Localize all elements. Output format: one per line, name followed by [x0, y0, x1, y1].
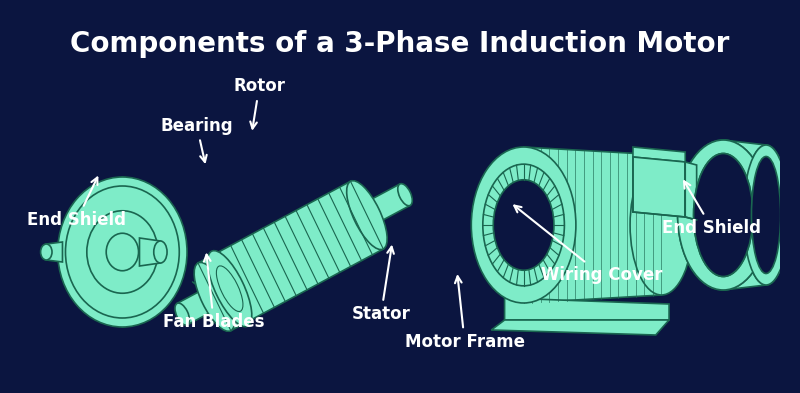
Polygon shape: [177, 286, 219, 325]
Ellipse shape: [154, 241, 167, 263]
Polygon shape: [190, 298, 209, 310]
Ellipse shape: [87, 211, 158, 293]
Polygon shape: [122, 177, 139, 327]
Ellipse shape: [743, 145, 789, 285]
Ellipse shape: [207, 251, 252, 327]
Ellipse shape: [751, 156, 781, 274]
Ellipse shape: [41, 244, 52, 260]
Ellipse shape: [678, 140, 769, 290]
Polygon shape: [524, 147, 662, 303]
Text: Components of a 3-Phase Induction Motor: Components of a 3-Phase Induction Motor: [70, 30, 730, 58]
Ellipse shape: [471, 147, 576, 303]
Text: Bearing: Bearing: [161, 117, 233, 162]
Text: Rotor: Rotor: [234, 77, 286, 129]
Ellipse shape: [175, 303, 190, 325]
Ellipse shape: [694, 154, 753, 277]
Polygon shape: [505, 298, 669, 320]
Polygon shape: [212, 304, 216, 325]
Polygon shape: [362, 184, 410, 226]
Text: Stator: Stator: [351, 247, 410, 323]
Ellipse shape: [346, 181, 387, 250]
Polygon shape: [46, 242, 62, 262]
Ellipse shape: [216, 266, 243, 312]
Text: End Shield: End Shield: [27, 178, 126, 229]
Ellipse shape: [483, 164, 564, 286]
Ellipse shape: [398, 184, 412, 206]
Text: End Shield: End Shield: [662, 181, 762, 237]
Polygon shape: [723, 154, 766, 277]
Polygon shape: [633, 147, 686, 162]
Text: Motor Frame: Motor Frame: [405, 276, 525, 351]
Polygon shape: [213, 269, 217, 289]
Ellipse shape: [743, 145, 789, 285]
Polygon shape: [633, 157, 686, 217]
Polygon shape: [192, 282, 210, 295]
Ellipse shape: [194, 263, 234, 331]
Polygon shape: [139, 238, 161, 266]
Ellipse shape: [678, 140, 769, 290]
Ellipse shape: [630, 155, 693, 295]
Ellipse shape: [494, 180, 554, 270]
Ellipse shape: [66, 186, 179, 318]
Ellipse shape: [106, 233, 138, 271]
Ellipse shape: [751, 156, 781, 274]
Polygon shape: [198, 181, 383, 331]
Polygon shape: [686, 162, 697, 220]
Polygon shape: [220, 284, 238, 296]
Ellipse shape: [694, 154, 753, 277]
Text: Wiring Cover: Wiring Cover: [514, 206, 662, 284]
Ellipse shape: [58, 177, 187, 327]
Polygon shape: [219, 299, 237, 312]
Polygon shape: [491, 320, 669, 335]
Polygon shape: [723, 140, 766, 290]
Text: Fan Blades: Fan Blades: [163, 255, 264, 331]
